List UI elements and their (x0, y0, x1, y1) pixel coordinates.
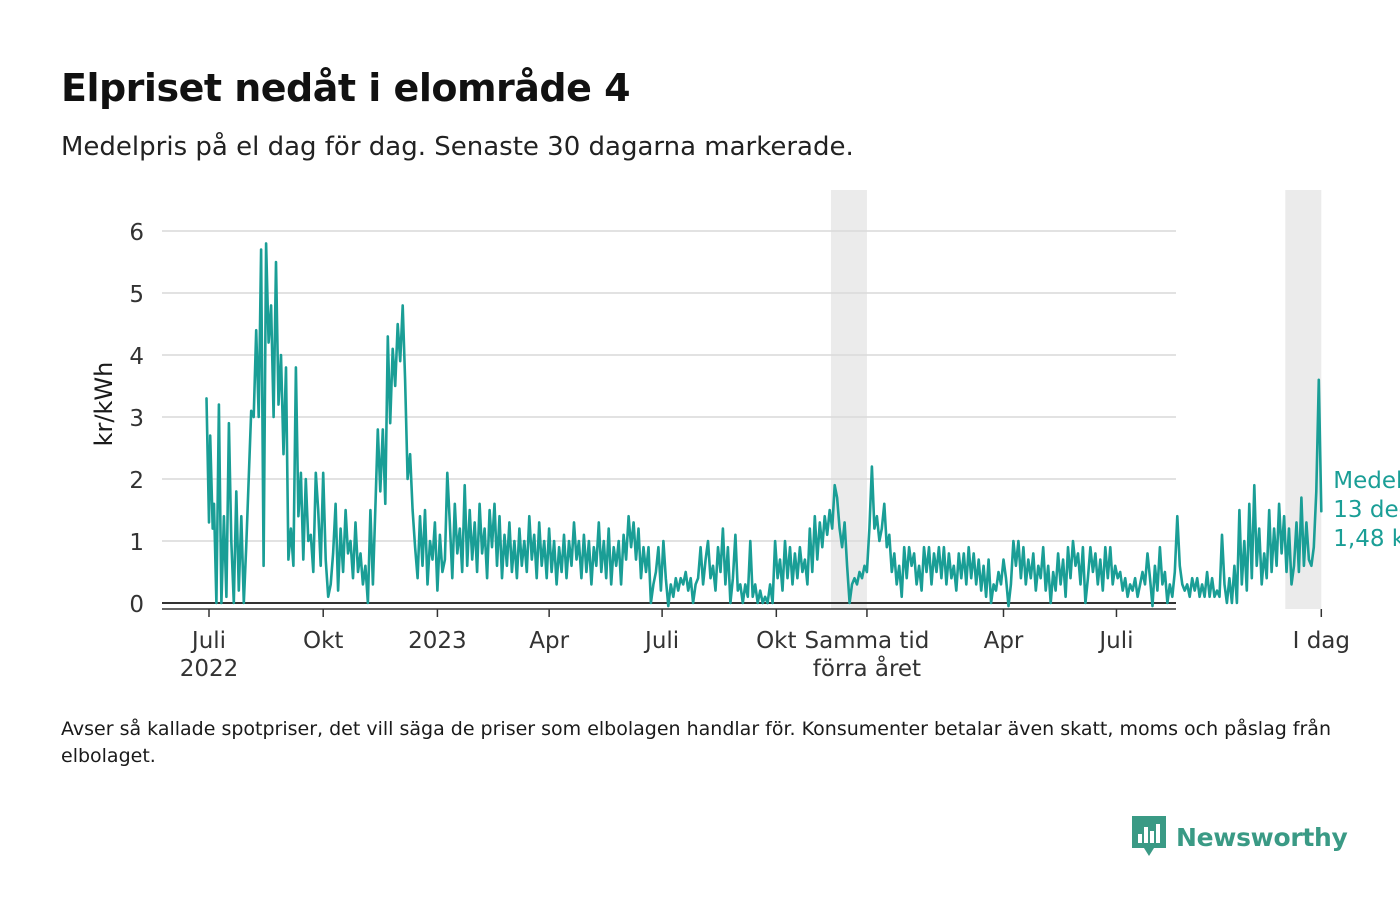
x-tick-label-1-line2: 2022 (180, 656, 239, 682)
x-tick-label-6: Okt (756, 628, 796, 654)
y-axis-ticks: 0 1 2 3 4 5 6 (129, 220, 144, 618)
footnote: Avser så kallade spotpriser, det vill sä… (61, 718, 1331, 767)
y-tick-label-1: 1 (129, 530, 144, 556)
gridlines (162, 230, 1176, 610)
chart-subtitle: Medelpris på el dag för dag. Senaste 30 … (61, 132, 854, 162)
y-tick-label-0: 0 (129, 592, 144, 618)
y-axis-label: kr/kWh (90, 362, 118, 447)
annotation-line-1: Medelpris (1333, 468, 1400, 494)
x-tick-label-4: Apr (529, 628, 569, 654)
x-tick-label-9: Juli (1097, 628, 1133, 654)
x-tick-label-7-line2: förra året (813, 654, 921, 682)
brand-name: Newsworthy (1176, 822, 1348, 852)
x-tick-label-1: Juli (190, 628, 226, 654)
y-tick-label-5: 5 (129, 282, 144, 308)
y-tick-label-4: 4 (129, 344, 144, 370)
y-tick-label-3: 3 (129, 406, 144, 432)
newsworthy-logo-icon (1132, 816, 1166, 856)
annotation-line-2: 13 december: (1333, 497, 1400, 523)
brand-logo: Newsworthy (1132, 816, 1348, 858)
price-series-line-1 (205, 242, 1323, 608)
series-layer (205, 242, 1323, 608)
x-tick-label-5: Juli (643, 628, 679, 654)
latest-value-annotation: Medelpris 13 december: 1,48 kr/kWh (1333, 468, 1400, 552)
x-tick-label-2: Okt (303, 628, 343, 654)
highlight-band-1 (830, 190, 867, 609)
y-tick-label-6: 6 (129, 220, 144, 246)
y-tick-label-2: 2 (129, 468, 144, 494)
x-tick-label-8: Apr (984, 628, 1024, 654)
x-tick-label-7: Samma tid (804, 628, 929, 654)
chart-title: Elpriset nedåt i elområde 4 (61, 66, 631, 110)
x-tick-label-3: 2023 (408, 628, 467, 654)
x-tick-label-10: I dag (1293, 628, 1350, 654)
annotation-line-3: 1,48 kr/kWh (1333, 526, 1400, 552)
